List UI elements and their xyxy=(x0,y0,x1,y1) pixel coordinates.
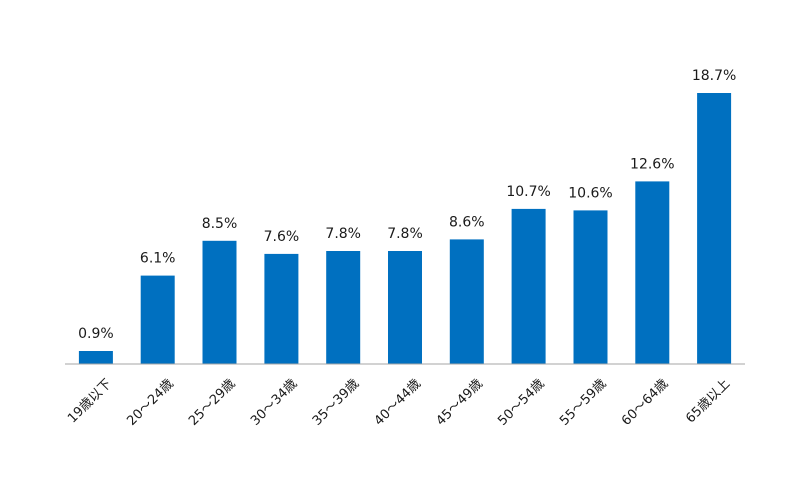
value-label-6: 8.6% xyxy=(449,214,485,230)
bar-0 xyxy=(78,351,113,364)
bar-8 xyxy=(573,210,608,364)
value-label-8: 10.6% xyxy=(568,185,612,201)
category-label-8: 55～59歳 xyxy=(557,376,609,428)
bar-3 xyxy=(264,253,299,364)
bars-group xyxy=(78,93,732,364)
bar-10 xyxy=(697,93,732,364)
category-label-9: 60～64歳 xyxy=(619,376,671,428)
value-label-9: 12.6% xyxy=(630,156,674,172)
bar-2 xyxy=(202,240,237,364)
category-label-1: 20～24歳 xyxy=(124,376,176,428)
category-label-0: 19歳以下 xyxy=(65,376,115,426)
category-label-5: 40～44歳 xyxy=(372,376,424,428)
category-label-4: 35～39歳 xyxy=(310,376,362,428)
value-label-3: 7.6% xyxy=(264,229,300,245)
category-label-2: 25～29歳 xyxy=(186,376,238,428)
value-label-10: 18.7% xyxy=(692,68,736,84)
bar-9 xyxy=(635,181,670,364)
bar-6 xyxy=(449,239,484,364)
category-label-10: 65歳以上 xyxy=(683,376,733,426)
value-label-1: 6.1% xyxy=(140,251,176,267)
value-label-0: 0.9% xyxy=(78,326,114,342)
bar-5 xyxy=(388,251,422,364)
category-label-7: 50～54歳 xyxy=(495,376,547,428)
value-label-2: 8.5% xyxy=(202,216,238,232)
value-label-5: 7.8% xyxy=(387,226,423,242)
value-labels-group: 0.9% 6.1% 8.5% 7.6% 7.8% 7.8% 8.6% 10.7% 10.6% 12… xyxy=(78,68,736,342)
bar-4 xyxy=(326,251,361,364)
bar-7 xyxy=(511,208,546,364)
bar-1 xyxy=(140,275,175,364)
value-label-7: 10.7% xyxy=(506,184,550,200)
category-label-3: 30～34歳 xyxy=(248,376,300,428)
category-label-6: 45～49歳 xyxy=(433,376,485,428)
category-labels-group: 19歳以下 20～24歳 25～29歳 30～34歳 35～39歳 40～44歳 45～49… xyxy=(65,376,733,428)
value-label-4: 7.8% xyxy=(325,226,361,242)
